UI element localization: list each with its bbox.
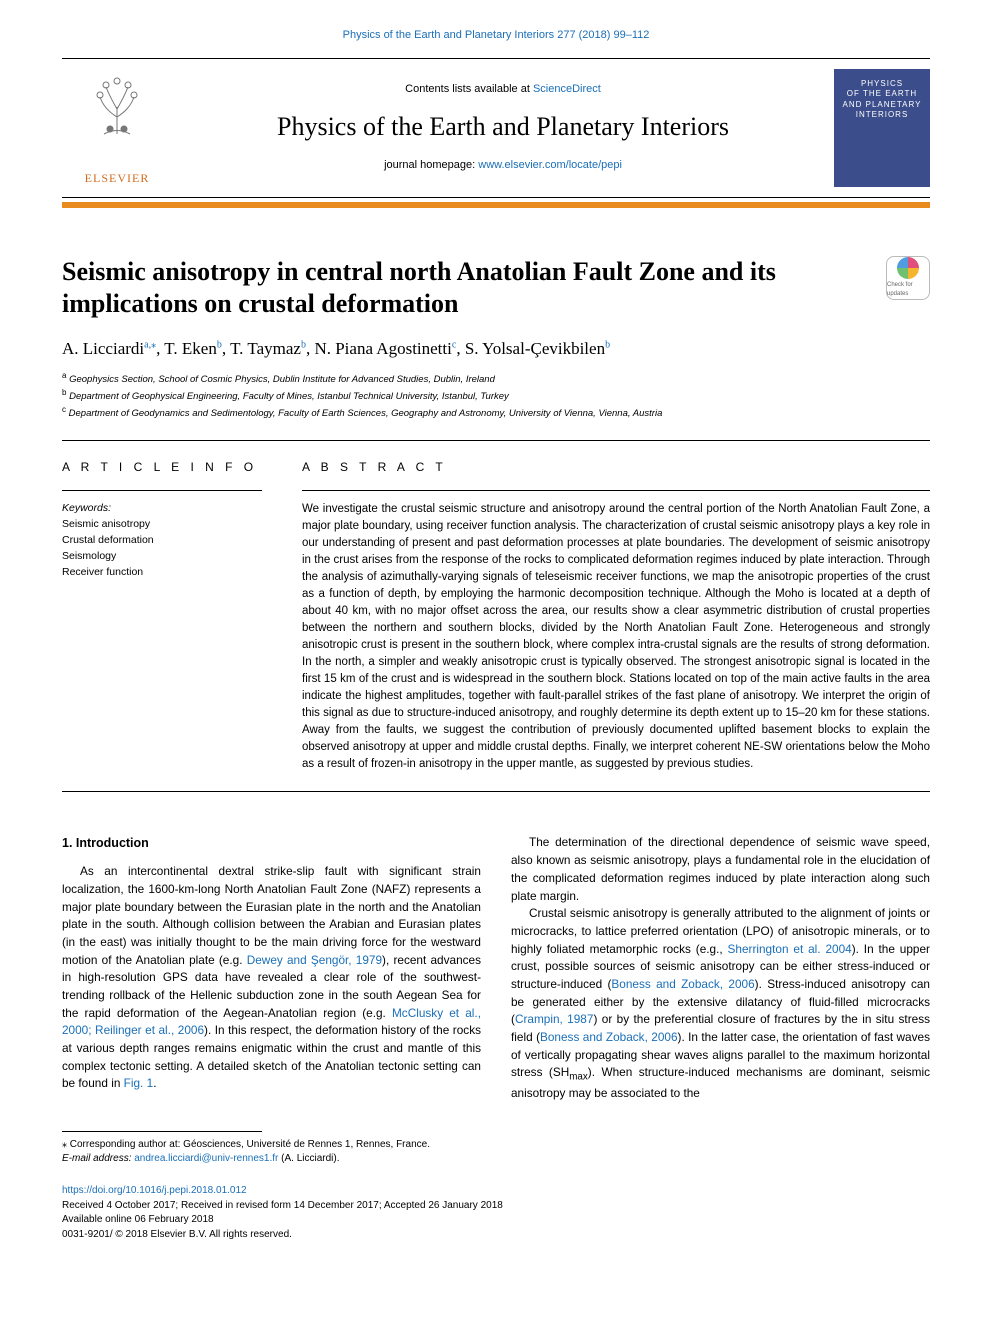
- body-paragraph: The determination of the directional dep…: [511, 834, 930, 905]
- article-info-heading: A R T I C L E I N F O: [62, 459, 262, 476]
- crossmark-label: Check for updates: [887, 281, 929, 298]
- author: A. Licciardi: [62, 339, 144, 358]
- affiliation-list: a Geophysics Section, School of Cosmic P…: [62, 370, 930, 422]
- header-center: Contents lists available at ScienceDirec…: [172, 69, 834, 187]
- body-paragraph: As an intercontinental dextral strike-sl…: [62, 863, 481, 1093]
- keyword: Seismology: [62, 549, 262, 565]
- homepage-line: journal homepage: www.elsevier.com/locat…: [180, 158, 826, 174]
- keywords-list: Seismic anisotropy Crustal deformation S…: [62, 517, 262, 580]
- author: N. Piana Agostinetti: [314, 339, 451, 358]
- footnote-rule: [62, 1131, 262, 1132]
- abstract-heading: A B S T R A C T: [302, 459, 930, 476]
- keyword: Crustal deformation: [62, 533, 262, 549]
- author-aff-sup: c: [452, 339, 456, 350]
- citation-link[interactable]: Crampin, 1987: [515, 1012, 594, 1026]
- elsevier-tree-icon: [82, 69, 152, 139]
- history-dates: Received 4 October 2017; Received in rev…: [62, 1199, 930, 1214]
- email-label: E-mail address:: [62, 1153, 134, 1164]
- affiliation: Geophysics Section, School of Cosmic Phy…: [69, 374, 495, 385]
- citation-link[interactable]: Boness and Zoback, 2006: [611, 977, 754, 991]
- cover-line: OF THE EARTH: [847, 89, 917, 99]
- running-header: Physics of the Earth and Planetary Inter…: [62, 28, 930, 44]
- citation-link[interactable]: Boness and Zoback, 2006: [540, 1030, 678, 1044]
- contents-line: Contents lists available at ScienceDirec…: [180, 82, 826, 98]
- author: T. Eken: [164, 339, 217, 358]
- homepage-prefix: journal homepage:: [384, 159, 478, 171]
- page-footer: https://doi.org/10.1016/j.pepi.2018.01.0…: [62, 1184, 930, 1242]
- mini-rule: [302, 490, 930, 491]
- mini-rule: [62, 490, 262, 491]
- contents-prefix: Contents lists available at: [405, 83, 533, 95]
- doi-link[interactable]: https://doi.org/10.1016/j.pepi.2018.01.0…: [62, 1185, 247, 1196]
- section-heading: 1. Introduction: [62, 834, 481, 853]
- abstract-text: We investigate the crustal seismic struc…: [302, 501, 930, 773]
- affiliation: Department of Geodynamics and Sedimentol…: [69, 409, 663, 420]
- article-info-row: A R T I C L E I N F O Keywords: Seismic …: [62, 459, 930, 774]
- text-run: As an intercontinental dextral strike-sl…: [62, 864, 481, 966]
- cover-line: PHYSICS: [861, 79, 903, 89]
- email-link[interactable]: andrea.licciardi@univ-rennes1.fr: [134, 1153, 278, 1164]
- crossmark-badge[interactable]: Check for updates: [886, 256, 930, 300]
- running-header-link[interactable]: Physics of the Earth and Planetary Inter…: [343, 29, 650, 41]
- footnotes: ⁎ Corresponding author at: Géosciences, …: [62, 1138, 930, 1166]
- text-run: .: [153, 1076, 156, 1090]
- citation-link[interactable]: Sherrington et al. 2004: [728, 942, 852, 956]
- keyword: Seismic anisotropy: [62, 517, 262, 533]
- subscript: max: [569, 1072, 588, 1083]
- journal-header: ELSEVIER Contents lists available at Sci…: [62, 58, 930, 198]
- author-aff-sup: b: [217, 339, 222, 350]
- citation-link[interactable]: Dewey and Şengör, 1979: [247, 953, 382, 967]
- author: T. Taymaz: [230, 339, 301, 358]
- elsevier-wordmark: ELSEVIER: [85, 170, 150, 187]
- orange-rule: [62, 202, 930, 208]
- corresponding-star: ⁎: [151, 339, 156, 350]
- author-list: A. Licciardia,⁎, T. Ekenb, T. Taymazb, N…: [62, 337, 930, 362]
- affiliation: Department of Geophysical Engineering, F…: [69, 391, 509, 402]
- journal-cover-thumb: PHYSICS OF THE EARTH AND PLANETARY INTER…: [834, 69, 930, 187]
- body-columns: 1. Introduction As an intercontinental d…: [62, 834, 930, 1103]
- body-paragraph: Crustal seismic anisotropy is generally …: [511, 905, 930, 1103]
- journal-name: Physics of the Earth and Planetary Inter…: [180, 108, 826, 146]
- section-rule: [62, 791, 930, 792]
- copyright-line: 0031-9201/ © 2018 Elsevier B.V. All righ…: [62, 1228, 930, 1243]
- email-suffix: (A. Licciardi).: [278, 1153, 339, 1164]
- article-title: Seismic anisotropy in central north Anat…: [62, 256, 876, 321]
- section-rule: [62, 440, 930, 441]
- crossmark-icon: [897, 257, 919, 279]
- article-info-left: A R T I C L E I N F O Keywords: Seismic …: [62, 459, 262, 774]
- keyword: Receiver function: [62, 565, 262, 581]
- corresponding-author-note: ⁎ Corresponding author at: Géosciences, …: [62, 1138, 930, 1152]
- cover-line: INTERIORS: [856, 110, 909, 120]
- keywords-label: Keywords:: [62, 501, 262, 516]
- author-aff-sup: b: [301, 339, 306, 350]
- available-online: Available online 06 February 2018: [62, 1213, 930, 1228]
- author-aff-sup: b: [605, 339, 610, 350]
- homepage-link[interactable]: www.elsevier.com/locate/pepi: [478, 159, 622, 171]
- abstract-block: A B S T R A C T We investigate the crust…: [302, 459, 930, 774]
- author: S. Yolsal-Çevikbilen: [465, 339, 605, 358]
- sciencedirect-link[interactable]: ScienceDirect: [533, 83, 601, 95]
- elsevier-logo: ELSEVIER: [62, 69, 172, 187]
- cover-line: AND PLANETARY: [843, 100, 922, 110]
- figure-link[interactable]: Fig. 1: [124, 1076, 154, 1090]
